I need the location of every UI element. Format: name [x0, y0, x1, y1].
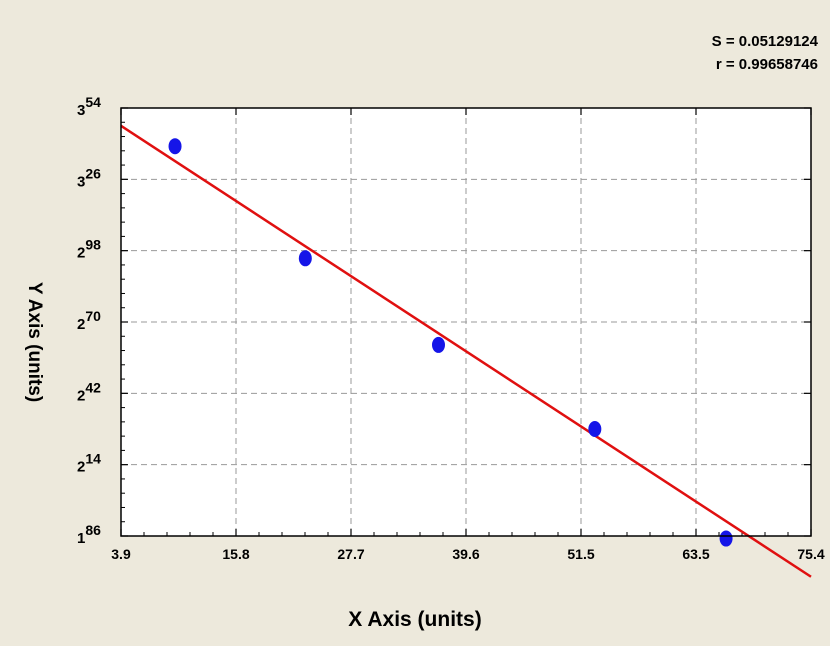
y-tick-label: 270	[77, 308, 101, 333]
y-tick-label: 354	[77, 94, 101, 119]
stat-s-value: S = 0.05129124	[711, 33, 818, 50]
y-axis-title: Y Axis (units)	[24, 281, 45, 403]
x-tick-label: 15.8	[222, 546, 249, 562]
x-tick-label: 39.6	[452, 546, 479, 562]
y-tick-label: 242	[77, 379, 101, 404]
data-points	[168, 138, 733, 547]
y-tick-label: 326	[77, 165, 101, 190]
x-tick-label: 75.4	[797, 546, 824, 562]
data-point	[431, 336, 445, 353]
x-tick-label: 3.9	[111, 546, 131, 562]
x-axis-title: X Axis (units)	[348, 608, 482, 631]
x-tick-labels: 3.9 15.8 27.7 39.6 51.5 63.5 75.4	[111, 546, 825, 562]
data-point	[168, 138, 182, 155]
y-tick-label: 298	[77, 237, 101, 262]
x-tick-label: 63.5	[682, 546, 709, 562]
y-tick-labels: 186 214 242 270 298 326 354	[77, 94, 101, 547]
data-point	[719, 530, 733, 547]
stat-r-value: r = 0.99658746	[715, 56, 818, 73]
data-point	[588, 421, 602, 437]
x-tick-label: 51.5	[567, 546, 594, 562]
grid-lines	[121, 108, 811, 536]
plot-frame	[120, 107, 812, 537]
y-tick-label: 214	[77, 451, 101, 476]
x-tick-label: 27.7	[337, 546, 364, 562]
regression-line	[120, 124, 812, 578]
y-tick-label: 186	[77, 522, 101, 547]
data-point	[298, 250, 312, 267]
